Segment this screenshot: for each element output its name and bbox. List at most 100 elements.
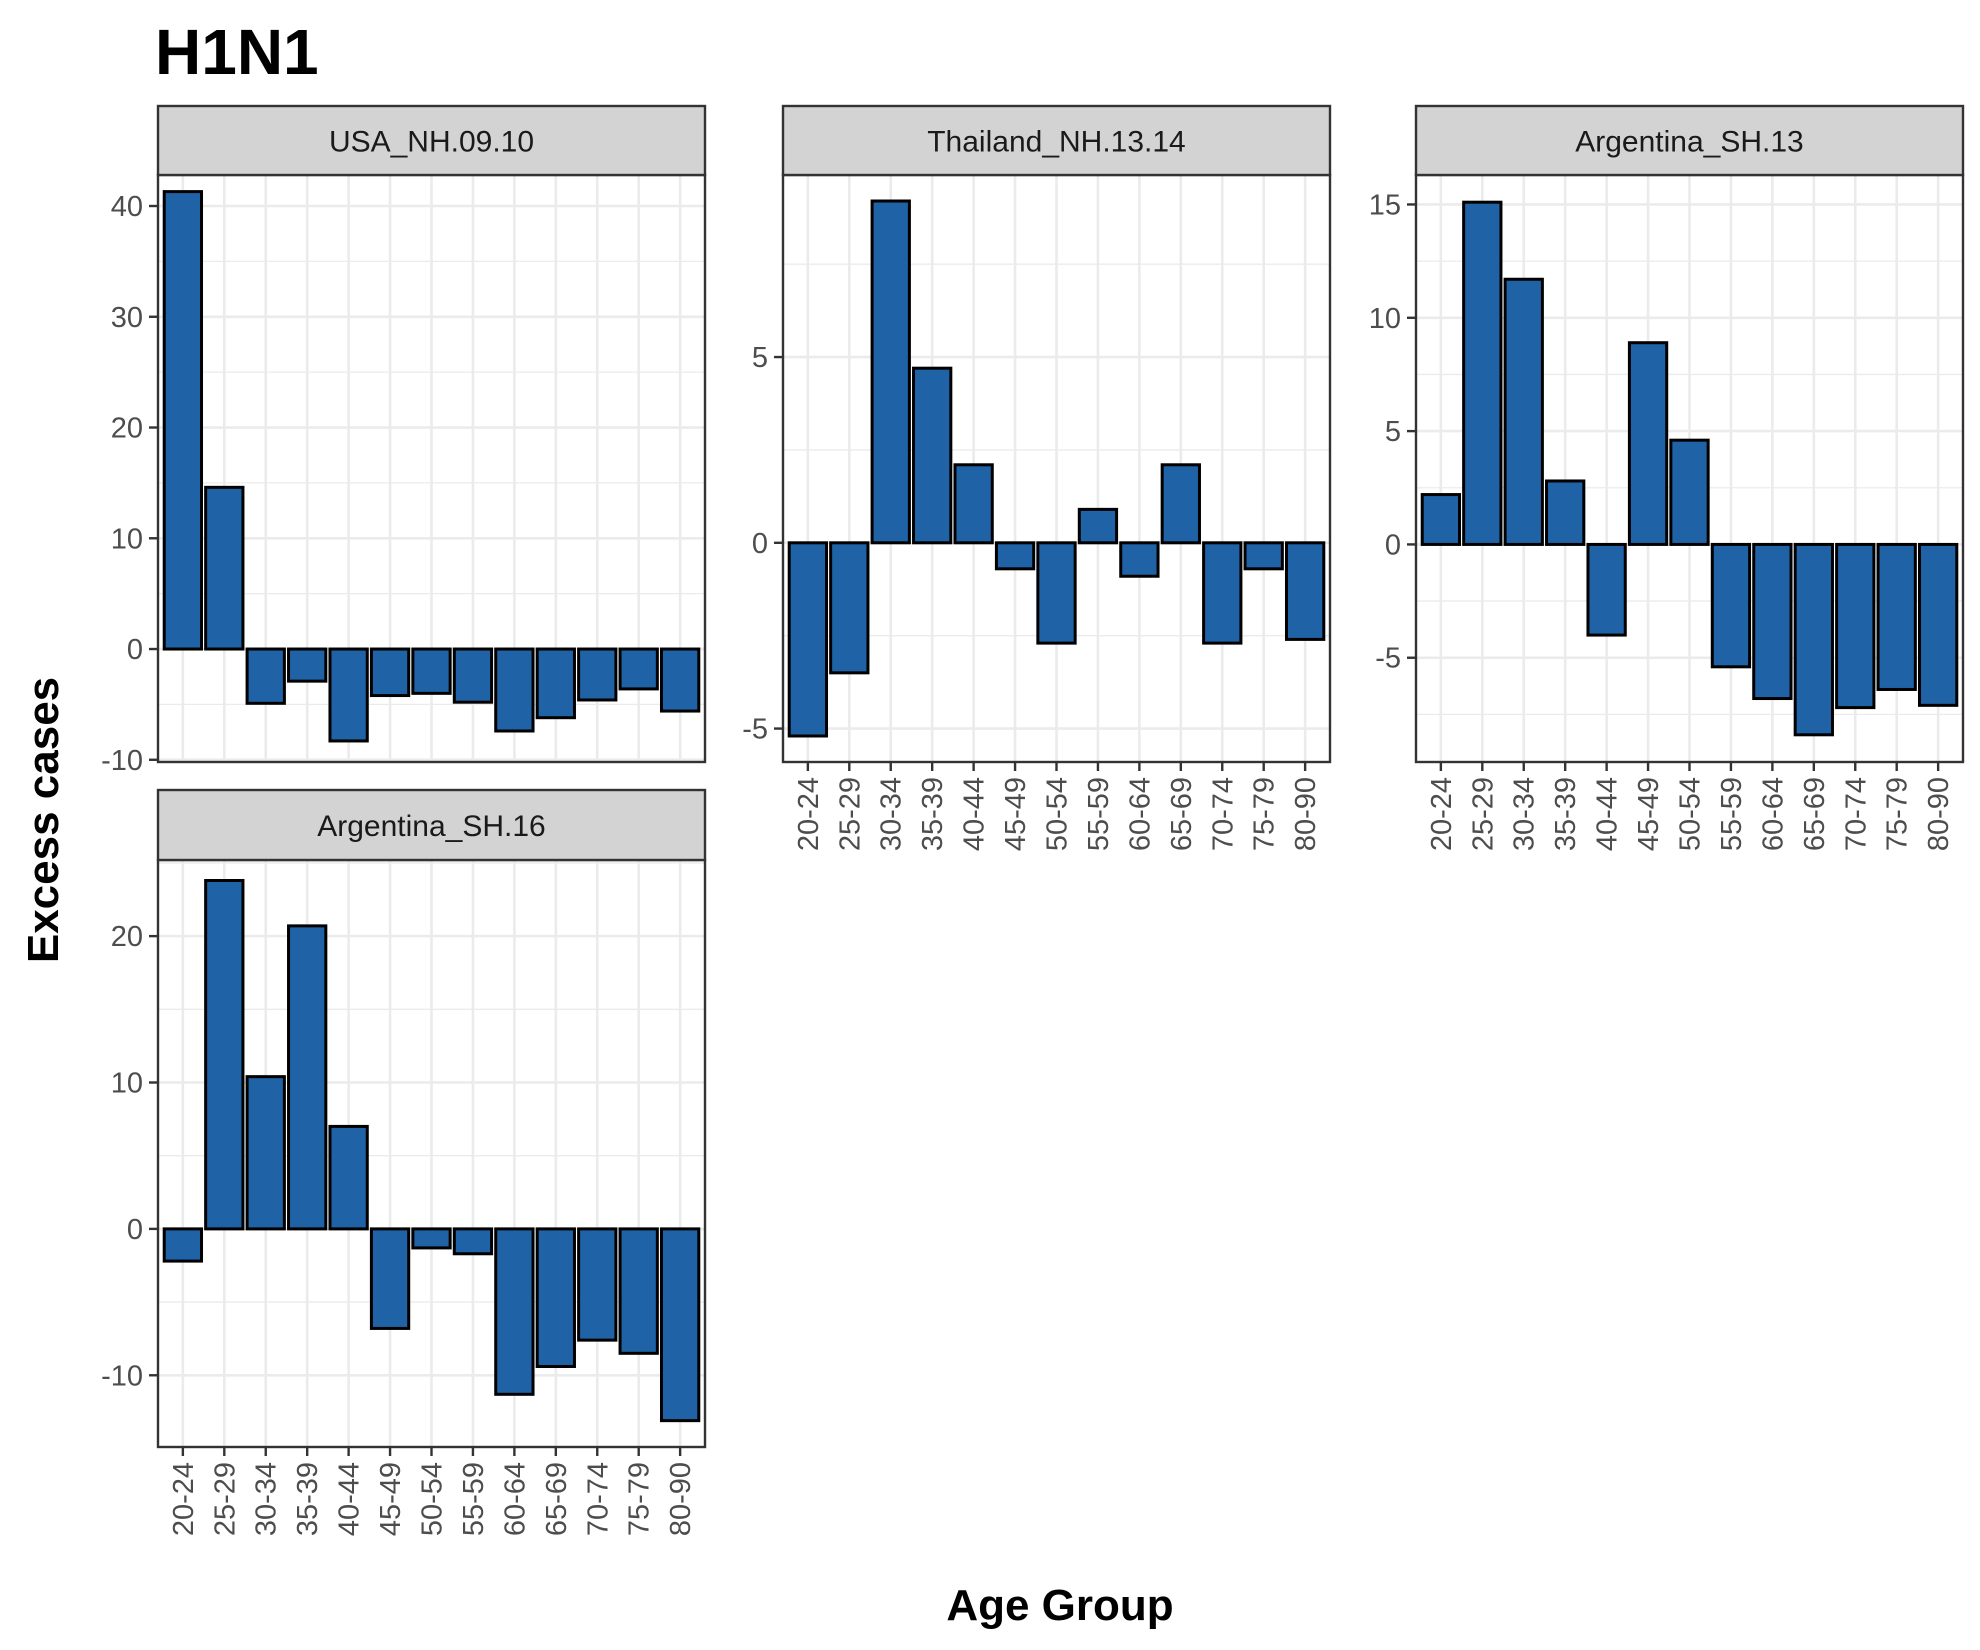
- x-tick-label: 20-24: [168, 1462, 200, 1536]
- x-tick-label: 60-64: [499, 1462, 531, 1536]
- bar-80-90: [1917, 542, 1959, 707]
- bar-30-34: [870, 199, 911, 545]
- bar-35-39: [287, 647, 328, 683]
- x-tick-label: 65-69: [1166, 777, 1198, 851]
- bar-25-29: [1462, 200, 1503, 546]
- y-tick-label: -10: [101, 1360, 143, 1392]
- y-tick-label: 0: [127, 1214, 143, 1246]
- x-tick-label: 45-49: [1633, 777, 1665, 851]
- x-tick-label: 65-69: [541, 1462, 573, 1536]
- bar-25-29: [204, 878, 245, 1231]
- x-tick-label: 45-49: [375, 1462, 407, 1536]
- x-tick-label: 30-34: [251, 1462, 283, 1536]
- bar-55-59: [452, 1227, 494, 1256]
- bar-50-54: [411, 647, 452, 695]
- facet-label: Argentina_SH.13: [1575, 126, 1804, 159]
- bar-30-34: [245, 1075, 286, 1231]
- bar-25-29: [204, 485, 245, 651]
- x-tick-label: 20-24: [793, 777, 825, 851]
- x-tick-label: 40-44: [334, 1462, 366, 1536]
- chart-title: H1N1: [155, 16, 319, 88]
- y-tick-label: 10: [1369, 303, 1401, 335]
- bar-75-79: [1243, 541, 1284, 571]
- x-tick-label: 25-29: [209, 1462, 241, 1536]
- facet-strip: [1414, 104, 1965, 177]
- bar-45-49: [994, 541, 1036, 571]
- bar-65-69: [1793, 542, 1834, 737]
- x-tick-label: 80-90: [1923, 777, 1955, 851]
- bar-55-59: [452, 647, 494, 704]
- bar-30-34: [245, 647, 286, 705]
- bar-40-44: [328, 1124, 369, 1231]
- bar-75-79: [618, 1227, 659, 1355]
- panel-usa-nh-09-10: USA_NH.09.10 -10 0 10 20 30 40: [101, 104, 707, 777]
- bar-80-90: [659, 1227, 701, 1423]
- bar-40-44: [328, 647, 369, 743]
- bar-20-24: [162, 190, 204, 651]
- y-tick-label: 30: [111, 302, 143, 334]
- x-tick-label: 75-79: [1249, 777, 1281, 851]
- bar-70-74: [577, 1227, 618, 1342]
- x-tick-label: 50-54: [1042, 777, 1074, 851]
- x-tick-label: 40-44: [1592, 777, 1624, 851]
- bar-45-49: [369, 1227, 411, 1330]
- bar-40-44: [1586, 542, 1627, 637]
- x-tick-label: 35-39: [292, 1462, 324, 1536]
- x-tick-label: 30-34: [876, 777, 908, 851]
- bar-75-79: [618, 647, 659, 691]
- facet-label: Thailand_NH.13.14: [927, 126, 1186, 159]
- facet-strip: [156, 788, 707, 862]
- bar-65-69: [535, 647, 576, 720]
- y-tick-label: 40: [111, 191, 143, 223]
- bar-55-59: [1077, 507, 1119, 545]
- y-tick-label: 10: [111, 1068, 143, 1100]
- bar-60-64: [494, 647, 535, 733]
- x-tick-label: 30-34: [1509, 777, 1541, 851]
- x-axis-title: Age Group: [946, 1581, 1173, 1630]
- y-tick-label: 5: [752, 342, 768, 374]
- y-tick-label: 0: [1385, 529, 1401, 561]
- y-tick-label: -10: [101, 745, 143, 777]
- facet-strip: [156, 104, 707, 177]
- bar-50-54: [411, 1227, 452, 1250]
- x-tick-label: 55-59: [1716, 777, 1748, 851]
- bar-60-64: [1119, 541, 1160, 578]
- x-tick-label: 50-54: [1675, 777, 1707, 851]
- bar-75-79: [1876, 542, 1917, 691]
- bar-25-29: [829, 541, 870, 675]
- bar-50-54: [1669, 438, 1710, 546]
- panel-argentina-sh-16: Argentina_SH.16 -10 0 10 20 20-24 25-29 30-34 35…: [101, 788, 707, 1536]
- bar-80-90: [659, 647, 701, 713]
- bar-60-64: [1752, 542, 1793, 701]
- x-tick-label: 20-24: [1426, 777, 1458, 851]
- y-tick-label: -5: [1375, 643, 1401, 675]
- bar-65-69: [535, 1227, 576, 1368]
- bar-20-24: [162, 1227, 204, 1263]
- y-tick-label: 20: [111, 921, 143, 953]
- y-axis-title: Excess cases: [19, 677, 68, 963]
- x-tick-label: 60-64: [1757, 777, 1789, 851]
- bar-80-90: [1284, 541, 1326, 641]
- x-tick-label: 25-29: [834, 777, 866, 851]
- bar-35-39: [287, 924, 328, 1231]
- y-tick-label: 5: [1385, 416, 1401, 448]
- x-tick-label: 80-90: [665, 1462, 697, 1536]
- x-tick-label: 65-69: [1799, 777, 1831, 851]
- panel-argentina-sh-13: Argentina_SH.13 -5 0 5 10 15 20-24 25-29 30-34 35…: [1369, 104, 1965, 851]
- chart-panels: USA_NH.09.10 -10 0 10 20 30 40 Thailand_NH.13.1…: [101, 104, 1965, 1536]
- y-tick-label: -5: [742, 714, 768, 746]
- x-tick-label: 55-59: [458, 1462, 490, 1536]
- bar-20-24: [1420, 493, 1462, 546]
- x-tick-label: 75-79: [1882, 777, 1914, 851]
- x-tick-label: 70-74: [582, 1462, 614, 1536]
- y-tick-label: 10: [111, 523, 143, 555]
- bar-55-59: [1710, 542, 1752, 669]
- x-tick-label: 80-90: [1290, 777, 1322, 851]
- facet-label: USA_NH.09.10: [329, 126, 534, 159]
- bar-70-74: [1202, 541, 1243, 645]
- x-tick-label: 75-79: [624, 1462, 656, 1536]
- facet-strip: [781, 104, 1332, 177]
- x-tick-label: 60-64: [1124, 777, 1156, 851]
- bar-35-39: [1545, 479, 1586, 546]
